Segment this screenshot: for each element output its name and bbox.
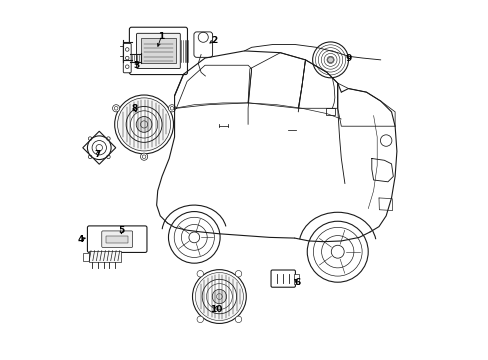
FancyBboxPatch shape — [89, 251, 121, 262]
Circle shape — [115, 95, 173, 154]
FancyBboxPatch shape — [102, 231, 132, 247]
Text: 9: 9 — [345, 54, 351, 63]
Circle shape — [312, 42, 348, 78]
Polygon shape — [82, 131, 116, 164]
Text: 7: 7 — [94, 150, 101, 159]
Text: 8: 8 — [132, 104, 138, 113]
Circle shape — [235, 270, 241, 277]
Circle shape — [112, 105, 120, 112]
FancyBboxPatch shape — [136, 33, 180, 68]
Circle shape — [125, 48, 129, 51]
Text: 3: 3 — [134, 61, 140, 70]
Text: 1: 1 — [158, 32, 164, 41]
Circle shape — [125, 65, 129, 68]
Circle shape — [212, 289, 226, 304]
Circle shape — [136, 117, 152, 132]
Circle shape — [192, 270, 246, 323]
Circle shape — [168, 105, 175, 112]
Circle shape — [117, 98, 170, 151]
Circle shape — [126, 107, 162, 142]
FancyBboxPatch shape — [87, 226, 147, 252]
FancyBboxPatch shape — [123, 43, 131, 73]
Text: 6: 6 — [294, 278, 300, 287]
FancyBboxPatch shape — [129, 27, 187, 75]
Circle shape — [168, 212, 220, 263]
Circle shape — [327, 57, 333, 63]
FancyBboxPatch shape — [293, 274, 298, 284]
Circle shape — [197, 270, 203, 277]
FancyBboxPatch shape — [194, 32, 212, 57]
Circle shape — [195, 273, 243, 320]
Text: 5: 5 — [119, 226, 125, 235]
Circle shape — [306, 221, 367, 282]
FancyBboxPatch shape — [83, 253, 89, 261]
Text: 2: 2 — [210, 36, 217, 45]
Text: 10: 10 — [209, 305, 222, 314]
Circle shape — [235, 316, 241, 323]
FancyBboxPatch shape — [106, 235, 128, 243]
FancyBboxPatch shape — [325, 108, 334, 115]
FancyBboxPatch shape — [141, 39, 175, 63]
FancyBboxPatch shape — [270, 270, 295, 287]
Circle shape — [140, 153, 147, 160]
Text: 4: 4 — [77, 235, 83, 244]
Circle shape — [87, 136, 111, 159]
Circle shape — [202, 279, 236, 314]
Circle shape — [125, 56, 129, 60]
Circle shape — [197, 316, 203, 323]
